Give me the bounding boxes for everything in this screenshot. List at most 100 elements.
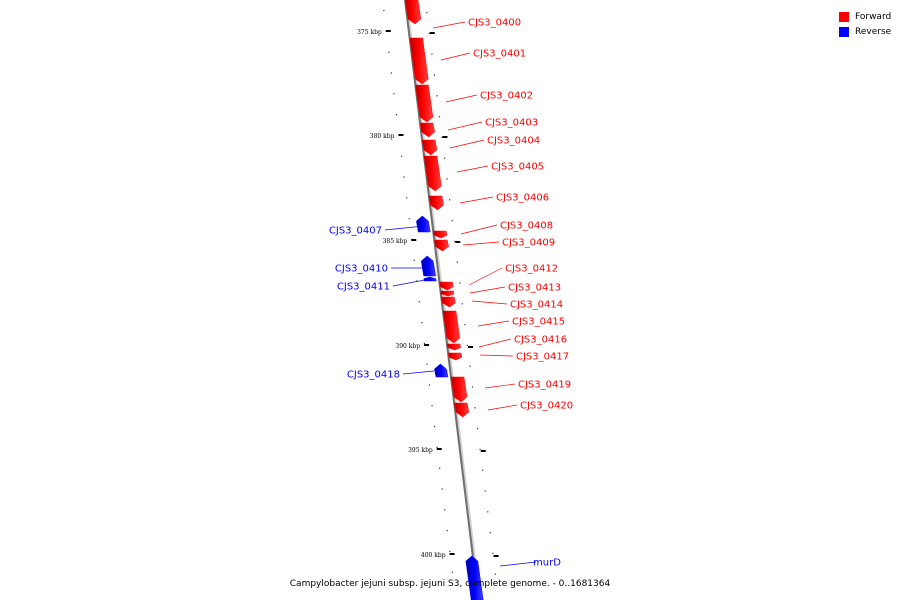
gene-label-cjs3_0402[interactable]: CJS3_0402 <box>480 91 533 102</box>
minor-tick-mark <box>469 365 471 367</box>
minor-tick-mark <box>451 571 453 573</box>
minor-tick-mark <box>433 74 436 76</box>
gene-leader-line <box>432 21 466 29</box>
gene-label-group: CJS3_0400 CJS3_0401 CJS3_0402 CJS3_0403 CJS3… <box>329 18 573 569</box>
gene-leader-line <box>487 404 518 411</box>
minor-tick-mark <box>466 344 469 346</box>
gene-label-cjs3_0405[interactable]: CJS3_0405 <box>491 162 544 173</box>
gene-arrow-cjs3_0411[interactable] <box>423 276 437 282</box>
gene-leader-line <box>392 278 431 287</box>
gene-arrow-cjs3_0413[interactable] <box>440 290 455 297</box>
minor-tick-mark <box>464 324 466 326</box>
minor-tick-mark <box>456 261 458 263</box>
minor-tick-mark <box>400 155 403 157</box>
minor-tick-mark <box>436 446 438 448</box>
gene-label-cjs3_0410[interactable]: CJS3_0410 <box>335 264 388 275</box>
gene-arrow-cjs3_0409[interactable] <box>433 239 449 252</box>
gene-leader-line <box>449 139 485 149</box>
minor-tick-mark <box>441 488 443 490</box>
minor-tick-mark <box>494 573 496 575</box>
minor-tick-mark <box>418 301 420 303</box>
major-tick-mark-left <box>398 134 404 136</box>
gene-leader-line <box>456 165 489 173</box>
minor-tick-mark <box>479 448 481 450</box>
reverse-swatch-icon <box>839 26 849 37</box>
legend-item-reverse: Reverse <box>839 24 891 39</box>
minor-tick-mark <box>413 259 415 261</box>
minor-tick-mark <box>482 469 484 471</box>
gene-leader-line <box>445 94 478 103</box>
gene-label-cjs3_0416[interactable]: CJS3_0416 <box>514 335 567 346</box>
major-tick-mark-left <box>436 448 442 450</box>
gene-leader-line <box>469 286 506 294</box>
gene-label-cjs3_0407[interactable]: CJS3_0407 <box>329 226 382 237</box>
gene-arrow-cjs3_0407[interactable] <box>416 215 431 233</box>
major-tick-mark-left <box>385 30 391 32</box>
gene-label-cjs3_0415[interactable]: CJS3_0415 <box>512 317 565 328</box>
major-tick-mark-left <box>424 344 430 346</box>
gene-label-cjs3_0411[interactable]: CJS3_0411 <box>337 282 390 293</box>
gene-label-cjs3_0408[interactable]: CJS3_0408 <box>500 221 553 232</box>
minor-tick-mark <box>390 72 393 74</box>
gene-arrow-cjs3_0401[interactable] <box>409 37 429 85</box>
gene-label-murd[interactable]: murD <box>533 558 561 569</box>
legend-item-forward: Forward <box>839 9 891 24</box>
gene-arrow-cjs3_0408[interactable] <box>432 230 448 239</box>
minor-tick-mark <box>431 53 433 55</box>
major-tick-mark-right <box>455 241 461 243</box>
gene-arrow-cjs3_0400[interactable] <box>404 0 422 25</box>
tick-label: 375 kbp <box>357 29 382 36</box>
gene-arrow-murd[interactable] <box>465 555 484 600</box>
gene-label-cjs3_0401[interactable]: CJS3_0401 <box>473 49 526 60</box>
gene-arrow-cjs3_0416[interactable] <box>446 343 461 351</box>
minor-tick-mark <box>451 220 453 222</box>
minor-tick-mark <box>446 530 448 532</box>
minor-tick-mark <box>474 407 476 409</box>
gene-arrow-cjs3_0410[interactable] <box>420 255 436 277</box>
gene-label-cjs3_0418[interactable]: CJS3_0418 <box>347 370 400 381</box>
gene-label-cjs3_0403[interactable]: CJS3_0403 <box>485 118 538 129</box>
gene-arrow-cjs3_0404[interactable] <box>421 139 438 156</box>
major-tick-mark-left <box>411 239 417 241</box>
legend-label-forward: Forward <box>855 11 892 22</box>
gene-label-cjs3_0420[interactable]: CJS3_0420 <box>520 401 573 412</box>
genome-caption: Campylobacter jejuni subsp. jejuni S3, c… <box>289 579 611 589</box>
gene-arrow-cjs3_0403[interactable] <box>419 122 435 138</box>
gene-arrow-cjs3_0412[interactable] <box>439 281 454 291</box>
gene-arrow-cjs3_0414[interactable] <box>440 296 456 308</box>
gene-label-cjs3_0412[interactable]: CJS3_0412 <box>505 264 558 275</box>
minor-tick-mark <box>454 240 456 242</box>
gene-leader-line <box>484 383 516 389</box>
gene-arrow-cjs3_0417[interactable] <box>447 352 463 361</box>
minor-tick-mark <box>476 428 479 430</box>
gene-arrow-cjs3_0406[interactable] <box>428 195 444 211</box>
minor-tick-mark <box>428 32 430 34</box>
gene-label-cjs3_0414[interactable]: CJS3_0414 <box>510 300 563 311</box>
tick-label: 385 kbp <box>383 238 408 245</box>
gene-label-cjs3_0404[interactable]: CJS3_0404 <box>487 136 540 147</box>
tick-label: 380 kbp <box>370 133 395 140</box>
gene-label-cjs3_0419[interactable]: CJS3_0419 <box>518 380 571 391</box>
minor-tick-mark <box>487 511 489 513</box>
gene-label-cjs3_0417[interactable]: CJS3_0417 <box>516 352 569 363</box>
minor-tick-mark <box>459 282 461 284</box>
minor-tick-mark <box>416 280 418 282</box>
gene-arrow-cjs3_0405[interactable] <box>423 155 442 192</box>
minor-tick-mark <box>406 197 408 199</box>
gene-arrow-cjs3_0415[interactable] <box>442 310 461 344</box>
minor-tick-mark <box>393 93 395 95</box>
gene-leader-line <box>468 267 503 286</box>
gene-leader-line <box>440 52 471 61</box>
gene-label-cjs3_0413[interactable]: CJS3_0413 <box>508 283 561 294</box>
gene-arrow-cjs3_0402[interactable] <box>415 84 434 123</box>
minor-tick-group <box>383 10 496 575</box>
gene-label-cjs3_0400[interactable]: CJS3_0400 <box>468 18 521 29</box>
gene-leader-line <box>499 561 537 567</box>
gene-arrow-cjs3_0419[interactable] <box>450 376 468 403</box>
gene-arrow-cjs3_0420[interactable] <box>453 402 470 418</box>
gene-label-cjs3_0409[interactable]: CJS3_0409 <box>502 238 555 249</box>
gene-leader-line <box>447 121 483 131</box>
gene-leader-line <box>471 300 508 305</box>
gene-label-cjs3_0406[interactable]: CJS3_0406 <box>496 193 549 204</box>
gene-arrow-cjs3_0418[interactable] <box>434 363 449 378</box>
